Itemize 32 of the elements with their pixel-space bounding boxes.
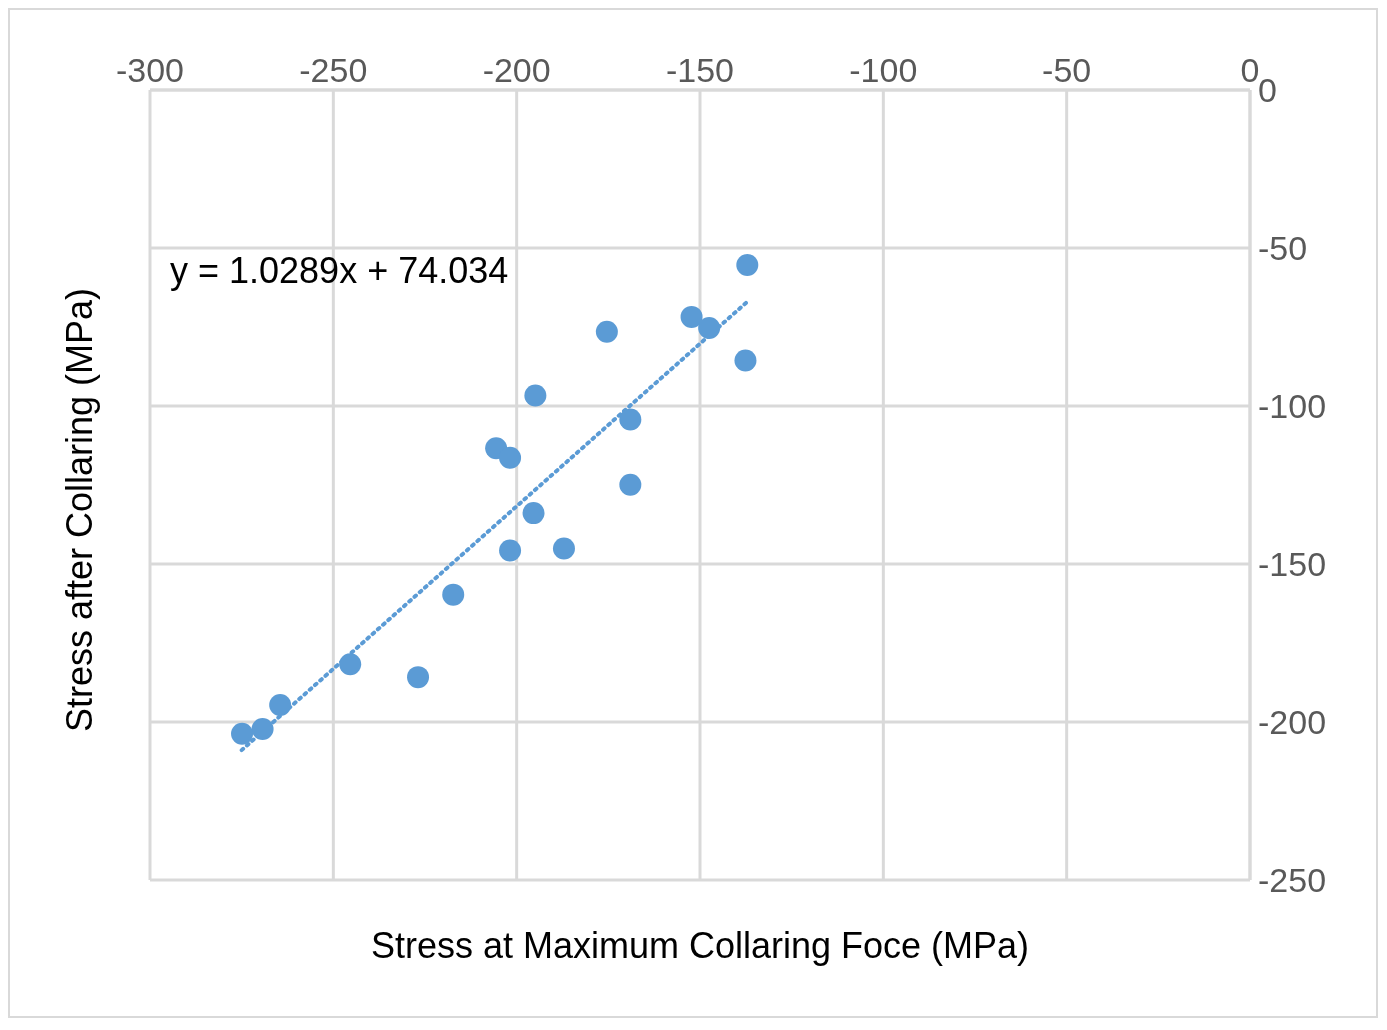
x-tick-label: -200 <box>482 51 551 89</box>
x-tick-label: -300 <box>115 51 185 89</box>
y-tick-label: -50 <box>1258 229 1308 268</box>
point <box>524 384 547 407</box>
point <box>595 320 618 343</box>
y-tick-label: -250 <box>1258 861 1327 900</box>
x-tick-label: -100 <box>849 51 918 89</box>
point <box>499 446 522 469</box>
point <box>442 583 465 606</box>
point <box>680 305 703 328</box>
point <box>736 254 759 277</box>
x-tick-label: -150 <box>665 51 735 89</box>
annotation: y = 1.0289x + 74.034 <box>170 250 509 292</box>
point <box>251 717 274 740</box>
y-axis-title: Stress after Collaring (MPa) <box>59 287 101 733</box>
point <box>522 502 545 525</box>
point <box>619 473 642 496</box>
point <box>407 666 430 689</box>
point <box>339 653 362 676</box>
point <box>231 722 254 745</box>
x-tick-label: -250 <box>299 51 368 89</box>
y-tick-label: -100 <box>1258 387 1327 426</box>
point <box>619 408 642 431</box>
x-tick-label: -50 <box>1042 51 1092 89</box>
point <box>269 693 292 716</box>
point <box>698 316 721 339</box>
point <box>552 537 575 560</box>
x-axis-title: Stress at Maximum Collaring Foce (MPa) <box>369 925 1031 967</box>
point <box>734 349 757 372</box>
point <box>499 539 522 562</box>
y-tick-label: -200 <box>1258 703 1327 742</box>
y-tick-label: -150 <box>1258 545 1327 584</box>
